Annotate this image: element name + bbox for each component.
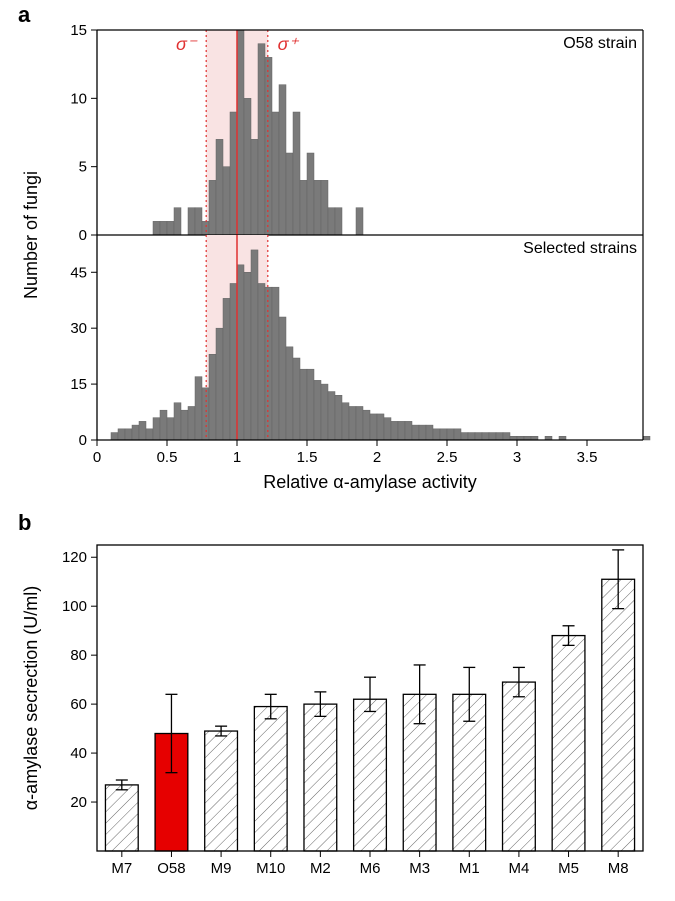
ytick-label: 5 <box>79 159 87 176</box>
bar-category-label: M6 <box>360 860 381 877</box>
xtick-label: 0.5 <box>157 449 178 466</box>
subplot-title: Selected strains <box>523 240 637 257</box>
bar <box>254 707 287 851</box>
bar-category-label: M3 <box>409 860 430 877</box>
xtick-label: 1 <box>233 449 241 466</box>
bar-category-label: M4 <box>508 860 529 877</box>
ytick-label: 100 <box>62 598 87 615</box>
ytick-label: 10 <box>70 90 87 107</box>
bar-category-label: M7 <box>111 860 132 877</box>
ytick-label: 30 <box>70 320 87 337</box>
ytick-label: 0 <box>79 432 87 449</box>
y-axis-label: Number of fungi <box>21 171 41 299</box>
bar <box>105 785 138 851</box>
bar <box>552 636 585 851</box>
ytick-label: 40 <box>70 745 87 762</box>
bar-category-label: M1 <box>459 860 480 877</box>
xtick-label: 1.5 <box>297 449 318 466</box>
y-axis-label: α-amylase secrection (U/ml) <box>21 586 41 810</box>
ytick-label: 45 <box>70 264 87 281</box>
panel-a-svg: 051015O58 strainσ⁻σ⁺0153045Selected stra… <box>0 0 675 510</box>
sigma-plus-label: σ⁺ <box>278 34 300 54</box>
ytick-label: 80 <box>70 647 87 664</box>
bar-category-label: M2 <box>310 860 331 877</box>
bar <box>503 682 536 851</box>
bar-category-label: O58 <box>157 860 185 877</box>
ytick-label: 20 <box>70 794 87 811</box>
figure: a b 051015O58 strainσ⁻σ⁺0153045Selected … <box>0 0 675 901</box>
xtick-label: 0 <box>93 449 101 466</box>
bar <box>354 699 387 851</box>
ytick-label: 15 <box>70 22 87 39</box>
xtick-label: 3.5 <box>577 449 598 466</box>
xtick-label: 2 <box>373 449 381 466</box>
ytick-label: 0 <box>79 227 87 244</box>
bar <box>205 731 238 851</box>
xtick-label: 2.5 <box>437 449 458 466</box>
bar-category-label: M8 <box>608 860 629 877</box>
ytick-label: 120 <box>62 549 87 566</box>
ytick-label: 15 <box>70 376 87 393</box>
sigma-minus-label: σ⁻ <box>176 34 198 54</box>
ytick-label: 60 <box>70 696 87 713</box>
bar-category-label: M5 <box>558 860 579 877</box>
xtick-label: 3 <box>513 449 521 466</box>
x-axis-label: Relative α-amylase activity <box>263 472 476 492</box>
subplot-title: O58 strain <box>563 35 637 52</box>
bar-category-label: M9 <box>211 860 232 877</box>
bar <box>602 579 635 851</box>
bar-category-label: M10 <box>256 860 285 877</box>
panel-b-svg: M7 O58 M9 M10 M2 M6 M3 M1 M4 M5 M8 20 40 60 80 100 120 α-… <box>0 510 675 901</box>
bar <box>304 704 337 851</box>
